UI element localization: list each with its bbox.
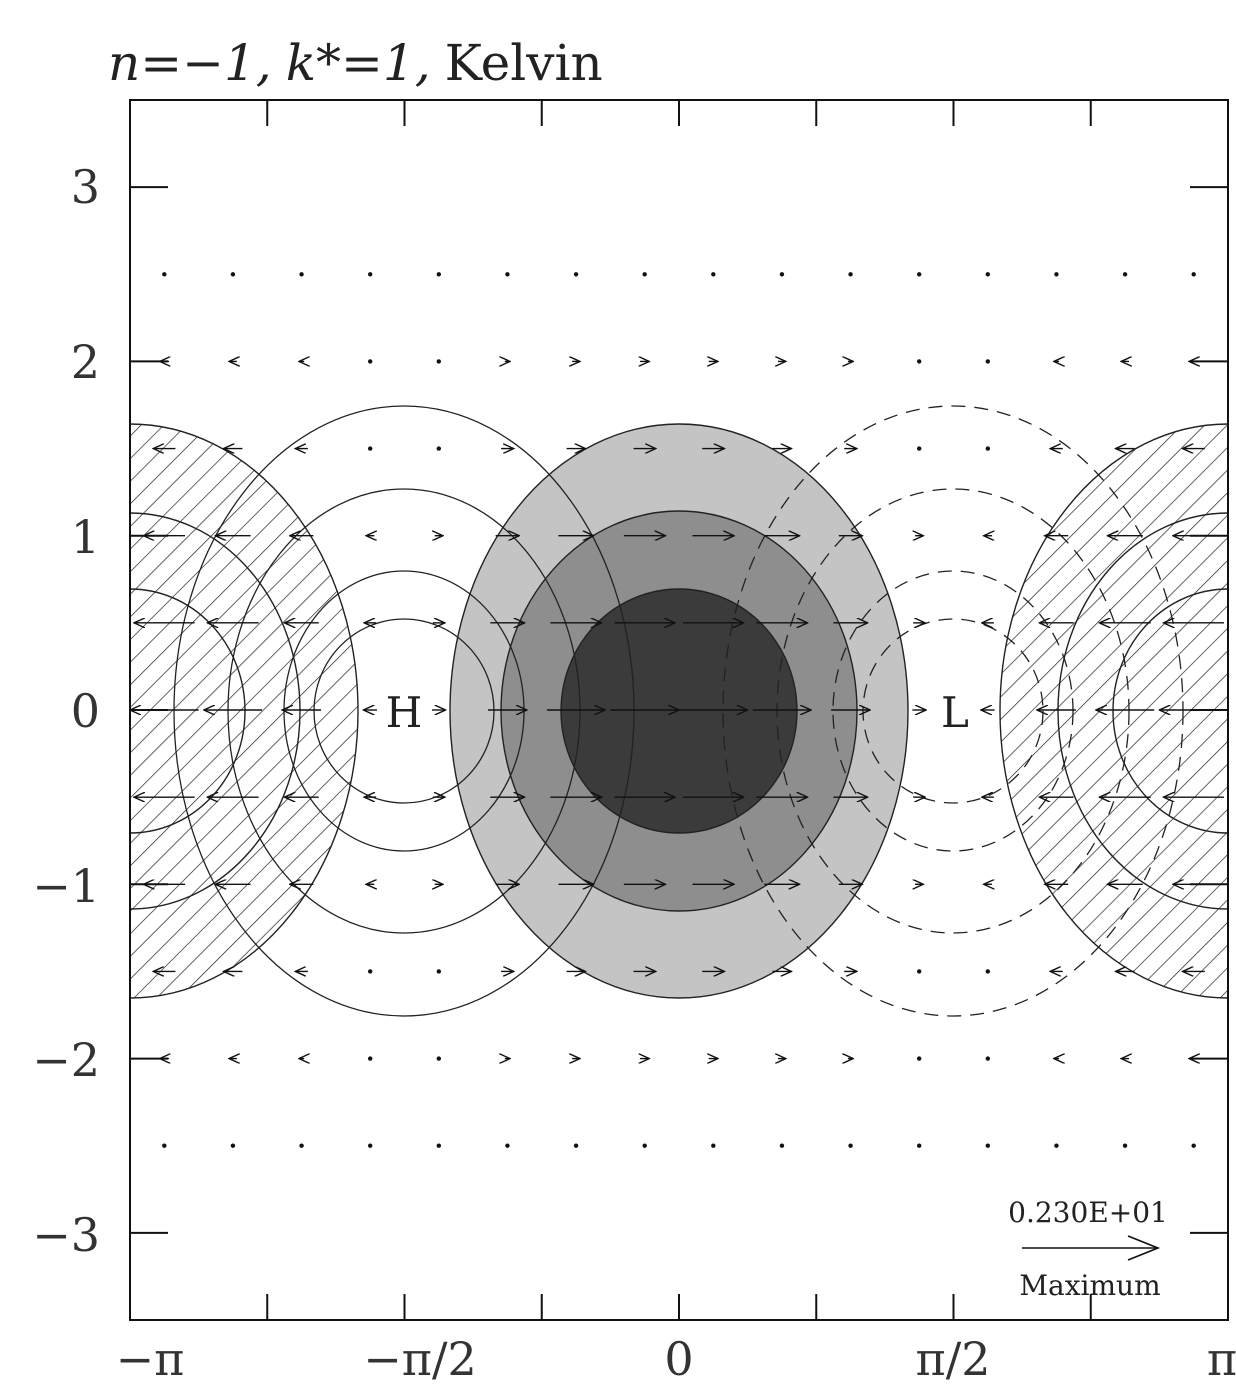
wind-vector-dot bbox=[436, 446, 442, 451]
wind-vector-dot bbox=[916, 1056, 922, 1061]
wind-vector-dot bbox=[1054, 272, 1059, 277]
y-tick-label: −2 bbox=[32, 1033, 100, 1087]
wind-vector-dot bbox=[299, 1143, 304, 1148]
title-n: n=−1, bbox=[108, 34, 272, 92]
x-tick-label: π/2 bbox=[916, 1332, 991, 1386]
wind-vector-dot bbox=[985, 272, 991, 277]
key-arrowhead bbox=[1127, 1235, 1161, 1261]
wind-vector-dot bbox=[299, 272, 304, 277]
low-label: L bbox=[941, 688, 969, 737]
wind-vector-dot bbox=[1054, 1143, 1059, 1148]
x-tick-label: −π/2 bbox=[363, 1332, 477, 1386]
wind-vector-dot bbox=[1122, 1143, 1128, 1148]
wind-vector-dot bbox=[230, 272, 236, 277]
high-label: H bbox=[386, 688, 423, 737]
wind-vector-dot bbox=[916, 359, 922, 364]
wind-vector-dot bbox=[505, 1143, 510, 1148]
title-k: k*=1, bbox=[286, 34, 431, 92]
wind-vector-dot bbox=[367, 969, 373, 974]
vector-key: 0.230E+01 Maximum bbox=[1008, 1196, 1168, 1302]
wind-vector-dot bbox=[779, 1143, 785, 1148]
wind-vector-dot bbox=[436, 969, 442, 974]
y-tick-label: −3 bbox=[32, 1208, 100, 1262]
y-tick-label: 0 bbox=[71, 684, 100, 738]
wind-vector-dot bbox=[848, 1143, 853, 1148]
wind-vector-dot bbox=[162, 272, 167, 277]
wind-vector-dot bbox=[916, 969, 922, 974]
wind-vector-dot bbox=[436, 1143, 442, 1148]
wind-vector-dot bbox=[642, 1143, 647, 1148]
wind-vector-dot bbox=[985, 1143, 991, 1148]
wind-vectors bbox=[130, 272, 1228, 1148]
wind-vector-dot bbox=[1191, 272, 1196, 277]
wind-vector-dot bbox=[162, 1143, 167, 1148]
wind-vector-dot bbox=[985, 446, 991, 451]
x-axis-labels: −π −π/2 0 π/2 π bbox=[116, 1332, 1236, 1386]
axis-ticks bbox=[128, 100, 1230, 1320]
wind-vector-dot bbox=[573, 272, 579, 277]
wind-vector-dot bbox=[436, 359, 442, 364]
chart-title: n=−1, k*=1, Kelvin bbox=[108, 34, 603, 92]
key-magnitude: 0.230E+01 bbox=[1008, 1196, 1168, 1229]
wind-vector-dot bbox=[916, 1143, 922, 1148]
x-tick-label: −π bbox=[116, 1332, 185, 1386]
high-pressure-contours bbox=[173, 405, 635, 1017]
wind-vector-dot bbox=[436, 272, 442, 277]
key-caption: Maximum bbox=[1019, 1269, 1160, 1302]
y-tick-label: −1 bbox=[32, 859, 100, 913]
x-tick-label: 0 bbox=[664, 1332, 693, 1386]
wind-vector-dot bbox=[230, 1143, 236, 1148]
wind-vector-dot bbox=[367, 446, 373, 451]
wind-vector-dot bbox=[711, 1143, 716, 1148]
wind-vector-dot bbox=[642, 272, 647, 277]
contour-fill-inner bbox=[560, 588, 798, 834]
wind-vector-dot bbox=[573, 1143, 579, 1148]
y-tick-label: 3 bbox=[71, 160, 100, 214]
wind-vector-dot bbox=[367, 1143, 373, 1148]
wind-vector-dot bbox=[848, 272, 853, 277]
wind-vector-dot bbox=[985, 969, 991, 974]
y-tick-label: 1 bbox=[71, 510, 100, 564]
y-tick-label: 2 bbox=[71, 335, 100, 389]
wind-vector-dot bbox=[367, 359, 373, 364]
wind-vector-dot bbox=[1122, 272, 1128, 277]
plot-area: H L bbox=[130, 272, 1228, 1148]
hatched-contours-left bbox=[130, 423, 359, 999]
wind-vector-dot bbox=[1191, 1143, 1196, 1148]
y-axis-labels: 3 2 1 0 −1 −2 −3 bbox=[32, 160, 100, 1262]
wind-vector-dot bbox=[367, 272, 373, 277]
wind-vector-dot bbox=[367, 1056, 373, 1061]
title-wave: Kelvin bbox=[445, 34, 603, 92]
hatched-contours-right bbox=[999, 423, 1228, 999]
wind-vector-dot bbox=[916, 272, 922, 277]
wind-vector-dot bbox=[436, 1056, 442, 1061]
wind-vector-dot bbox=[985, 1056, 991, 1061]
wind-vector-dot bbox=[985, 359, 991, 364]
wind-vector-dot bbox=[916, 446, 922, 451]
wind-vector-dot bbox=[711, 272, 716, 277]
wind-vector-dot bbox=[505, 272, 510, 277]
x-tick-label: π bbox=[1207, 1332, 1236, 1386]
wind-vector-dot bbox=[779, 272, 785, 277]
